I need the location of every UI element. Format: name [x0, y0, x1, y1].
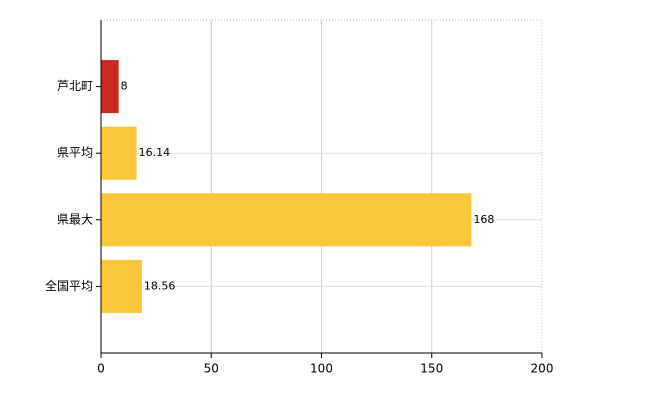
- y-tick-label: 芦北町: [57, 79, 93, 93]
- x-tick-label: 50: [204, 362, 219, 376]
- value-label: 18.56: [144, 279, 176, 292]
- bar: [101, 259, 142, 313]
- bar: [101, 193, 472, 247]
- bar: [101, 126, 137, 180]
- x-tick-label: 100: [310, 362, 333, 376]
- y-tick-label: 県最大: [57, 212, 93, 226]
- value-label: 168: [473, 213, 494, 226]
- y-tick-label: 県平均: [57, 146, 93, 160]
- y-tick-label: 全国平均: [45, 278, 93, 293]
- value-label: 8: [121, 80, 128, 93]
- x-tick-label: 150: [420, 362, 443, 376]
- bar: [101, 60, 119, 114]
- x-tick-label: 200: [531, 362, 554, 376]
- x-tick-label: 0: [97, 362, 105, 376]
- value-label: 16.14: [139, 146, 171, 159]
